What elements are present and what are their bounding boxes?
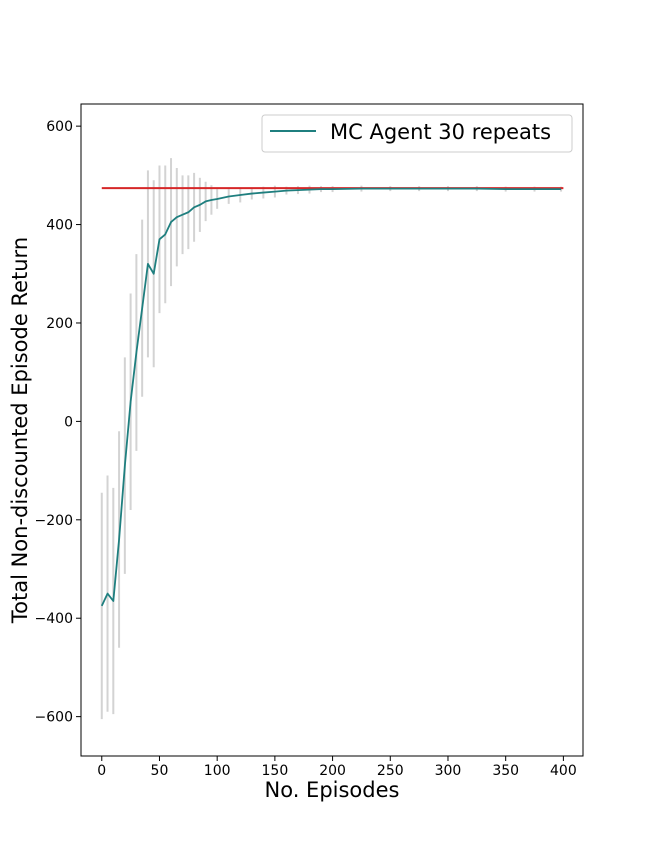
series-line [100,187,562,607]
x-tick-label: 400 [550,763,577,779]
x-ticks: 0 50 100 150 200 250 300 350 400 [97,756,577,779]
y-axis-label: Total Non-discounted Episode Return [8,237,32,624]
x-axis-label: No. Episodes [265,778,400,802]
x-tick-label: 0 [97,763,106,779]
x-tick-label: 350 [492,763,519,779]
y-tick-label: 200 [46,316,73,332]
y-tick-label: 400 [46,218,73,234]
x-tick-label: 50 [151,763,169,779]
x-tick-label: 200 [319,763,346,779]
series-group [100,187,562,607]
legend-label: MC Agent 30 repeats [330,120,551,144]
y-tick-label: −200 [35,513,73,529]
x-tick-label: 300 [435,763,462,779]
y-tick-label: −400 [35,611,73,627]
y-tick-label: 0 [64,414,73,430]
error-bars [100,158,563,720]
legend: MC Agent 30 repeats [261,114,573,153]
plot-frame [80,103,584,757]
x-tick-label: 250 [377,763,404,779]
x-tick-label: 100 [204,763,231,779]
y-tick-label: −600 [35,710,73,726]
y-ticks: −600 −400 −200 0 200 400 600 [35,119,81,726]
legend-box [261,114,573,153]
y-tick-label: 600 [46,119,73,135]
x-tick-label: 150 [262,763,289,779]
